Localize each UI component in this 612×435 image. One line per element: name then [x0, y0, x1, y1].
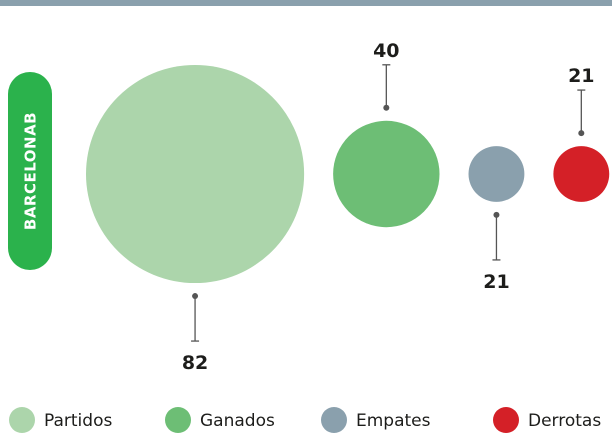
- legend-label: Empates: [356, 411, 431, 431]
- legend-swatch: [9, 407, 35, 433]
- legend-label: Partidos: [44, 411, 112, 431]
- bubble: [553, 146, 610, 202]
- legend-label: Derrotas: [528, 411, 601, 431]
- top-bar: [0, 0, 612, 6]
- legend-swatch: [321, 407, 347, 433]
- legend-swatch: [493, 407, 519, 433]
- leader-dot: [578, 130, 585, 137]
- leader-dot: [493, 211, 500, 218]
- bubble: [333, 120, 440, 228]
- value-label: 82: [182, 352, 208, 374]
- bubble: [86, 64, 305, 284]
- team-pill: [8, 72, 52, 270]
- legend-swatch: [165, 407, 191, 433]
- value-label: 40: [373, 40, 399, 62]
- bubble: [468, 146, 525, 202]
- legend-label: Ganados: [200, 411, 275, 431]
- value-label: 21: [568, 65, 594, 87]
- team-label: BARCELONAB: [22, 112, 40, 230]
- leader-dot: [192, 293, 199, 300]
- leader-dot: [383, 104, 390, 111]
- value-label: 21: [483, 271, 509, 293]
